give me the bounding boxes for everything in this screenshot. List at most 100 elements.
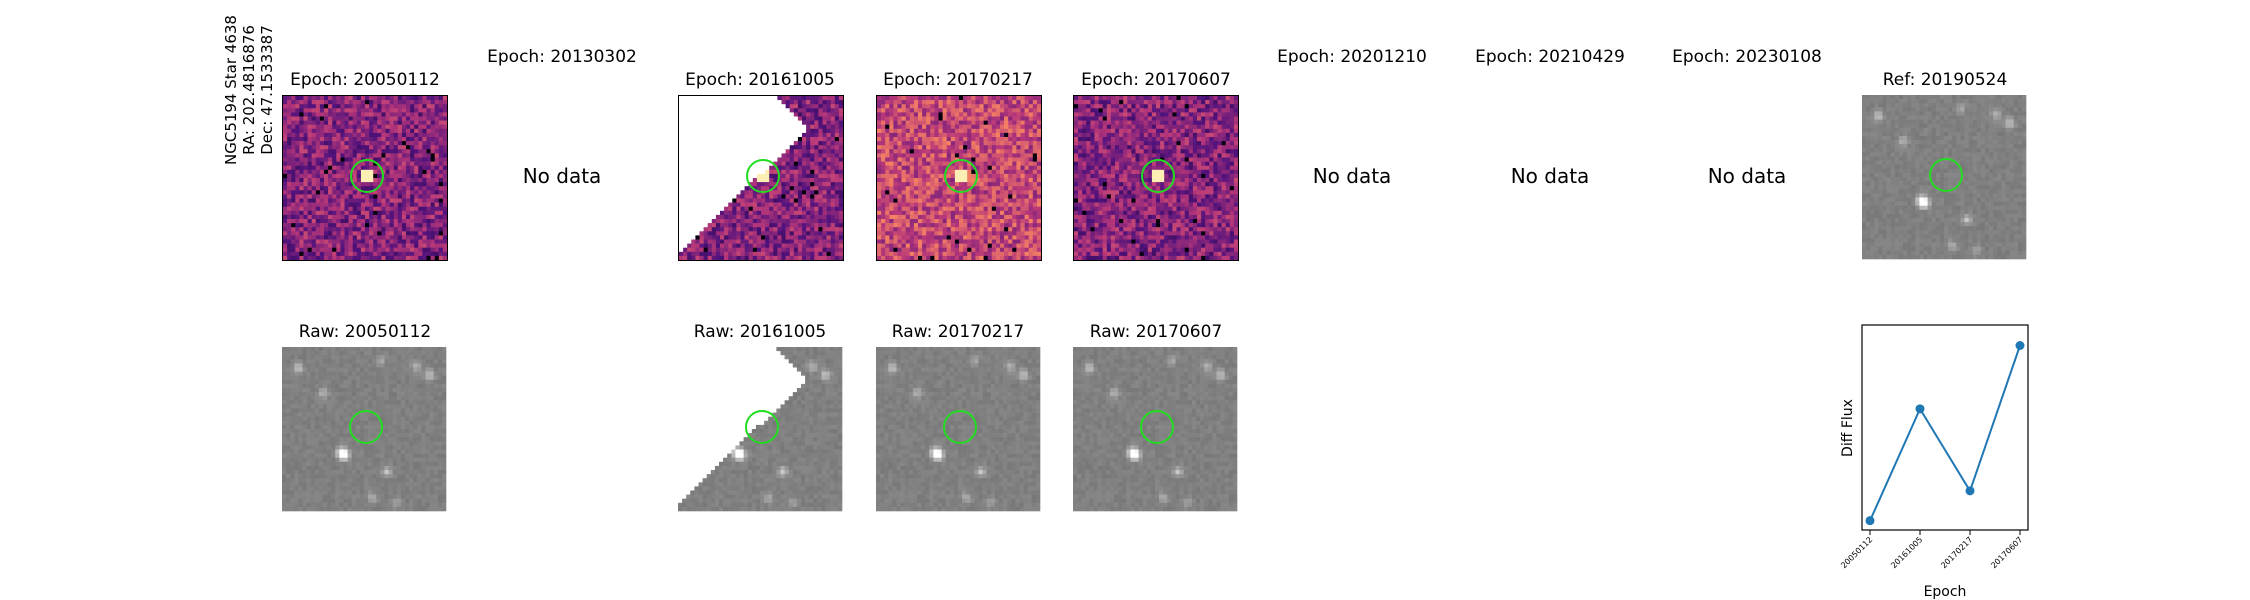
pixel [975,169,980,175]
pixel [291,206,296,212]
pixel [720,149,725,154]
pixel [365,120,370,125]
pixel [426,251,431,257]
pixel [1032,169,1038,175]
pixel [1008,108,1013,113]
pixel [971,194,976,199]
pixel [769,149,774,154]
pixel [307,108,312,113]
pixel [283,149,288,154]
pixel [715,157,721,162]
pixel [422,153,427,158]
pixel [830,137,836,142]
pixel [307,235,312,240]
pixel [344,210,349,216]
pixel [385,153,390,158]
pixel [885,210,890,216]
pixel [1032,157,1038,162]
pixel [959,153,964,158]
pixel [311,243,317,248]
pixel [979,137,984,142]
pixel [340,223,345,228]
pixel [1123,108,1128,113]
pixel [311,194,317,199]
pixel [336,120,341,125]
pixel [344,247,349,253]
pixel [983,169,988,175]
pixel [434,120,440,125]
pixel [991,206,997,212]
pixel [769,194,774,199]
pixel [1024,145,1029,150]
pixel [806,194,811,199]
pixel [938,239,943,244]
pixel [1020,202,1025,207]
pixel [389,100,394,105]
pixel [918,202,923,207]
pixel [926,145,931,150]
pixel [913,231,919,236]
pixel [913,145,919,150]
pixel [756,186,762,191]
pixel [834,243,840,248]
pixel [1036,149,1041,154]
pixel [834,149,840,154]
pixel [679,116,684,121]
pixel [1016,235,1021,240]
pixel [736,182,741,187]
pixel [975,120,980,125]
pixel [897,141,902,146]
pixel [430,96,435,101]
pixel [691,104,696,109]
pixel [328,153,333,158]
diff-pixels-1 [283,96,447,260]
pixel [1213,104,1218,109]
pixel [913,137,919,142]
pixel [299,100,304,105]
pixel [434,112,440,117]
pixel [975,206,980,212]
pixel [826,145,831,150]
pixel [913,120,919,125]
pixel [410,149,415,154]
pixel [959,223,964,228]
pixel [761,247,766,253]
pixel [687,251,692,257]
pixel [348,255,353,260]
pixel [369,137,374,142]
pixel [1028,235,1034,240]
pixel [319,255,325,260]
pixel [748,214,754,220]
pixel [381,149,386,154]
pixel [319,182,325,187]
pixel [881,100,886,105]
pixel [913,173,919,179]
pixel [328,251,333,257]
pixel [901,247,906,253]
pixel [324,243,329,248]
pixel [789,100,795,105]
pixel [1000,186,1005,191]
pixel [885,206,890,212]
pixel [1036,190,1041,195]
pixel [352,157,358,162]
pixel [324,96,329,101]
pixel [707,235,713,240]
pixel [979,206,984,212]
pixel [781,202,786,207]
pixel [315,190,321,195]
pixel [822,214,827,220]
pixel [991,165,997,171]
pixel [1016,194,1021,199]
pixel [963,247,968,253]
pixel [1020,223,1025,228]
pixel [328,227,333,232]
aperture-circle-1 [350,159,384,193]
pixel [393,210,399,216]
pixel [324,157,329,162]
pixel [715,239,721,244]
pixel [315,255,321,260]
pixel [711,137,717,142]
pixel [426,219,431,224]
pixel [905,223,911,228]
